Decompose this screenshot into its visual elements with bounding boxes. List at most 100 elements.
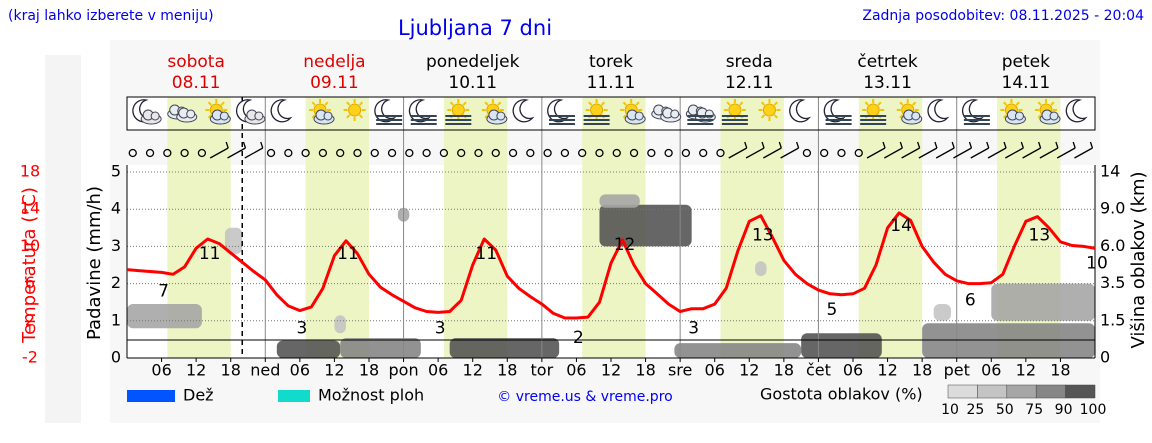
- temperature-line: [126, 211, 1096, 320]
- wind-calm: [439, 148, 449, 158]
- wind-barb: [1005, 147, 1024, 159]
- wind-barb: [1020, 141, 1024, 149]
- wind-barb: [1039, 147, 1059, 159]
- icon-sun: [762, 103, 776, 117]
- temperature-label: 14: [890, 216, 912, 236]
- wind-calm: [854, 148, 863, 158]
- icon-sun-ray: [600, 101, 606, 106]
- temperature-label: 13: [752, 226, 774, 246]
- icon-cloud: [1014, 111, 1024, 121]
- temperature-label: 11: [199, 244, 221, 264]
- density-tick-label: 75: [1025, 402, 1043, 418]
- wind-calm: [474, 148, 483, 158]
- density-tick-label: 90: [1055, 402, 1073, 418]
- temperature-label: 11: [337, 244, 359, 264]
- cloud-patch: [127, 304, 202, 329]
- cloud-patch: [755, 261, 767, 277]
- wind-barb: [780, 147, 799, 159]
- cloud-patch: [449, 338, 560, 358]
- icon-moon: [927, 99, 950, 123]
- day-name: četrtek: [857, 52, 918, 72]
- wind-barb: [901, 147, 920, 159]
- temperature-label: 13: [1029, 226, 1051, 246]
- wind-calm: [336, 148, 345, 158]
- temperature-tick-label: 10: [20, 236, 40, 255]
- density-swatch: [947, 384, 978, 399]
- wind-barb: [778, 141, 782, 149]
- wind-barb: [970, 147, 990, 159]
- y-tick-label: 0: [111, 348, 121, 367]
- cloud-patch: [224, 227, 243, 254]
- wind-barb: [260, 141, 264, 149]
- main-layer: 7 11 3 11 3 11 2 12 3 13 5 14 6 13 10 Dež Možnost ploh 10…: [126, 211, 1108, 418]
- temperature-label: 2: [573, 328, 584, 348]
- icon-sun-ray: [588, 101, 593, 106]
- icon-sun-ray: [1037, 101, 1042, 106]
- wind-calm: [629, 148, 639, 158]
- icon-sun-ray: [739, 101, 744, 106]
- density-title: Gostota oblakov (%): [760, 385, 923, 404]
- cloud-patch: [599, 194, 640, 208]
- icon-sun-ray: [726, 101, 731, 106]
- y-axis-title: Padavine (mm/h): [84, 186, 105, 340]
- cloud-patch: [801, 333, 882, 358]
- temperature-tick-label: 2: [25, 310, 35, 329]
- icon-moon: [512, 99, 535, 123]
- y-tick-label: 4: [111, 199, 121, 218]
- wind-barb: [1003, 141, 1007, 149]
- y2-tick-label: 1.5: [1100, 310, 1125, 329]
- x-tick-label: 06: [981, 361, 1001, 380]
- temperature-tick-label: 6: [25, 273, 35, 292]
- x-tick-label: 12: [601, 361, 621, 380]
- wind-barb: [918, 147, 938, 159]
- icon-moon: [1065, 99, 1088, 123]
- wind-calm: [318, 148, 328, 158]
- cloud-patch: [991, 283, 1095, 321]
- x-tick-label: 18: [774, 361, 794, 380]
- x-tick-label: 12: [324, 361, 344, 380]
- wind-calm: [647, 148, 656, 158]
- icon-sun-ray: [449, 101, 455, 106]
- temperature-label: 6: [965, 291, 976, 311]
- icon-sun-ray: [899, 114, 904, 119]
- wind-calm: [180, 148, 189, 158]
- temperature-label: 5: [827, 300, 838, 320]
- wind-barb: [763, 147, 782, 159]
- cloud-patch: [599, 204, 692, 247]
- wind-calm: [508, 148, 518, 158]
- x-tick-label: 06: [151, 361, 171, 380]
- icon-sun-ray: [462, 101, 467, 106]
- x-tick-label: 06: [566, 361, 586, 380]
- wind-barb: [796, 141, 800, 149]
- wind-calm: [266, 148, 276, 158]
- chart-title: Ljubljana 7 dni: [398, 16, 552, 40]
- wind-calm: [163, 148, 172, 158]
- icon-cloud: [670, 109, 680, 119]
- x-tick-label: 18: [497, 361, 517, 380]
- cloud-patch: [340, 338, 421, 358]
- legend-label: Možnost ploh: [318, 386, 424, 405]
- icon-sun-ray: [484, 101, 489, 106]
- icon-sun-ray: [220, 101, 225, 106]
- x-tick-label: 12: [463, 361, 483, 380]
- y2-tick-label: 6.0: [1100, 236, 1125, 255]
- icon-sun-ray: [311, 114, 316, 119]
- day-date: 08.11: [172, 73, 221, 93]
- temperature-axis-title: Temperatura (°C): [19, 187, 40, 344]
- wind-barb: [986, 141, 990, 149]
- y2-tick-label: 3.5: [1100, 273, 1125, 292]
- wind-barb: [882, 141, 886, 149]
- icon-sun-ray: [635, 101, 640, 106]
- density-swatch: [1035, 384, 1066, 399]
- daylight-band: [720, 97, 784, 358]
- icon-sun: [866, 103, 880, 117]
- x-tick-label: 18: [221, 361, 241, 380]
- daylight-band: [858, 97, 923, 358]
- left-panel: [45, 55, 81, 423]
- updated: Zadnja posodobitev: 08.11.2025 - 20:04: [862, 8, 1144, 24]
- wind-calm: [422, 148, 431, 158]
- y2-tick-label: 9.0: [1100, 199, 1125, 218]
- day-date: 13.11: [863, 73, 912, 93]
- icon-sun-ray: [622, 101, 627, 106]
- day-name: torek: [589, 52, 633, 72]
